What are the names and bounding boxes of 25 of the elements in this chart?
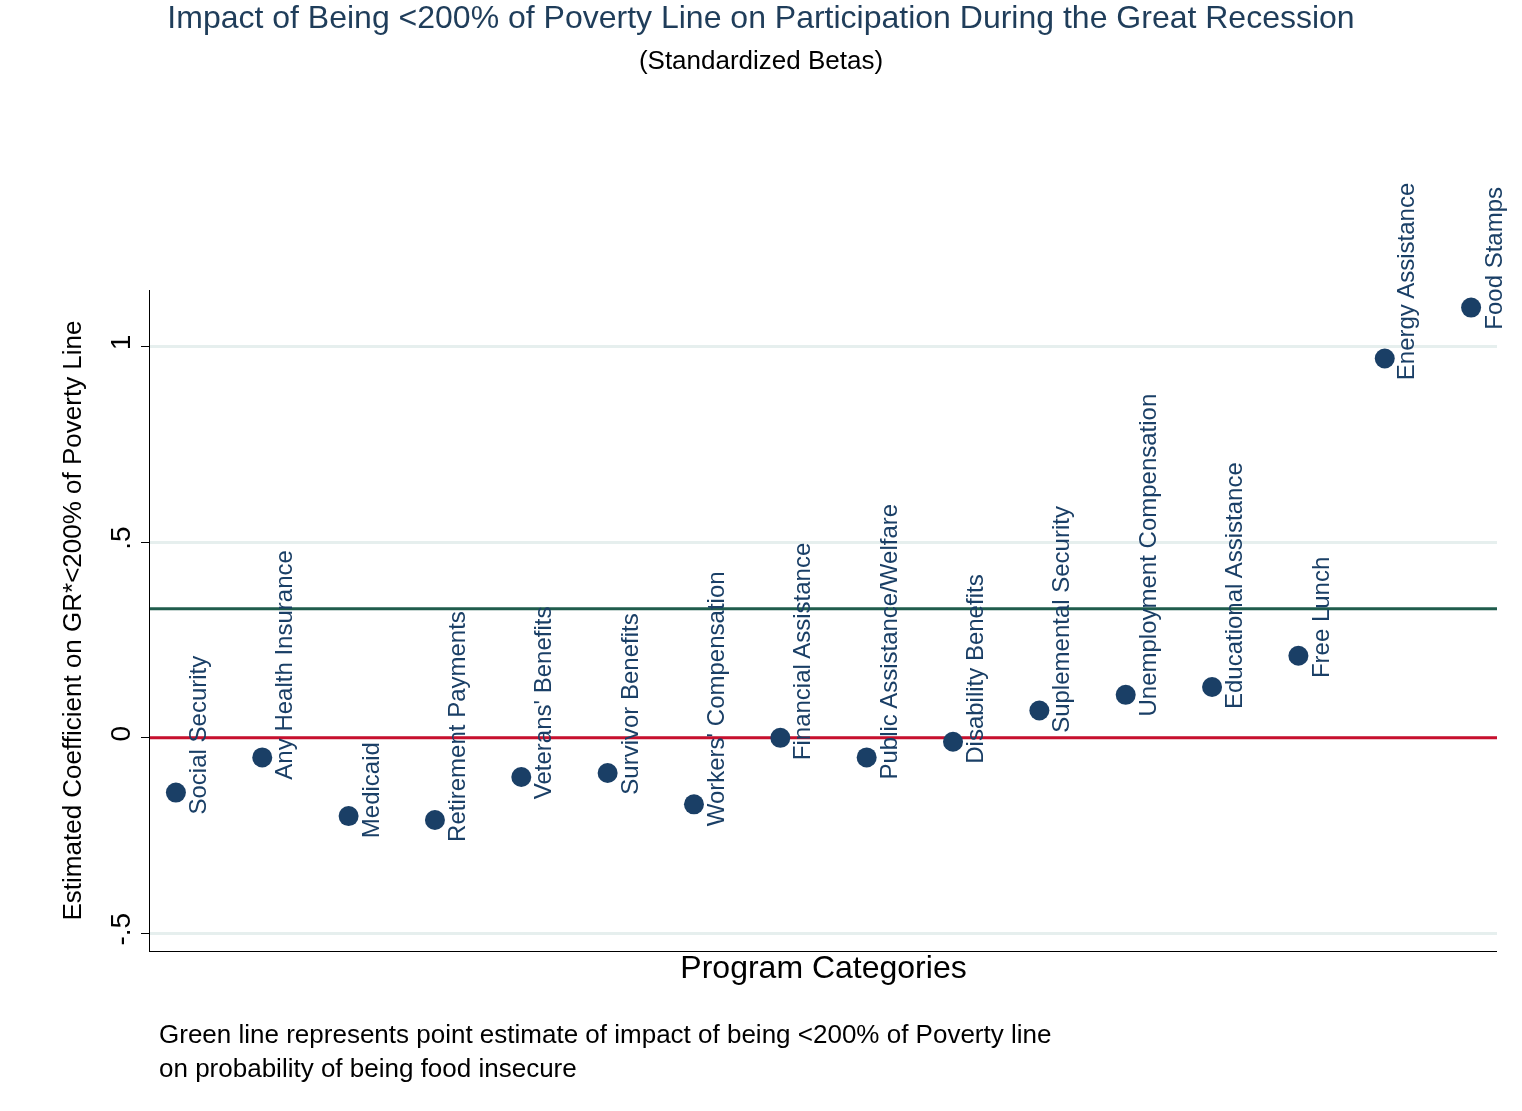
x-tick-label: Disability Benefits bbox=[961, 574, 989, 764]
x-tick-label: Retirement Payments bbox=[442, 611, 470, 842]
x-tick-label: Food Stamps bbox=[1479, 186, 1507, 330]
y-tick-label: 0 bbox=[104, 725, 136, 742]
chart-title: Impact of Being <200% of Poverty Line on Participation During the Great Recession bbox=[167, 0, 1355, 35]
x-tick-label: Veterans' Benefits bbox=[529, 606, 557, 800]
y-axis-title: Estimated Coefficient on GR*<200% of Poverty Line bbox=[57, 320, 88, 921]
x-tick-label: Unemployment Compensation bbox=[1133, 393, 1161, 717]
chart-subtitle: (Standardized Betas) bbox=[638, 45, 884, 76]
x-tick-label: Any Health Insurance bbox=[269, 550, 297, 780]
text: Green line represents point estimate of impact of being <200% of Poverty line on probability of being food insecure bbox=[159, 1019, 1052, 1083]
x-tick-label: Free Lunch bbox=[1306, 556, 1334, 679]
y-tick-label: .5 bbox=[104, 526, 136, 550]
x-tick-label: Educational Assistance bbox=[1220, 462, 1248, 710]
x-tick-label: Workers' Compensation bbox=[701, 571, 729, 827]
x-tick-label: Social Security bbox=[184, 655, 212, 815]
x-tick-label: Suplemental Security bbox=[1046, 506, 1074, 733]
y-tick-label: -.5 bbox=[104, 912, 136, 946]
x-tick-label: Public Assistance/Welfare bbox=[874, 503, 902, 780]
y-tick-label: 1 bbox=[104, 334, 136, 351]
x-tick-label: Energy Assistance bbox=[1392, 182, 1420, 381]
x-axis-title: Program Categories bbox=[680, 948, 967, 985]
x-tick-label: Medicaid bbox=[357, 742, 385, 839]
x-tick-label: Survivor Benefits bbox=[615, 613, 643, 795]
x-tick-label: Financial Assistance bbox=[788, 542, 816, 761]
